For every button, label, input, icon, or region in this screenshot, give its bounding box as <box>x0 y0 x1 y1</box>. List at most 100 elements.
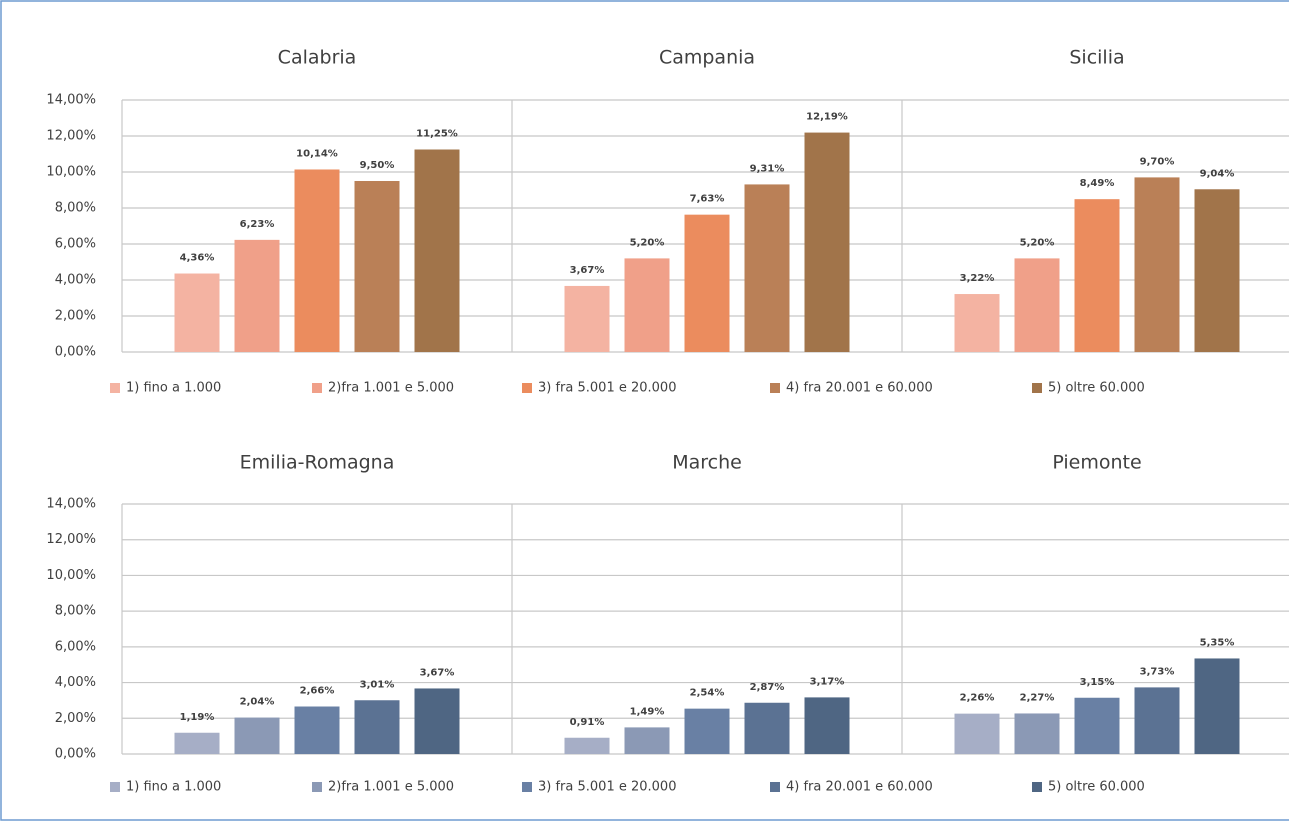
legend-label: 2)fra 1.001 e 5.000 <box>328 381 454 396</box>
legend-swatch <box>1032 782 1042 792</box>
y-tick-label: 12,00% <box>46 129 96 144</box>
y-tick-label: 10,00% <box>46 165 96 180</box>
value-label: 12,19% <box>806 112 848 123</box>
legend-swatch <box>522 782 532 792</box>
panel-title: Campania <box>659 47 755 69</box>
bar <box>954 294 1000 352</box>
y-tick-label: 8,00% <box>55 201 96 216</box>
value-label: 3,22% <box>960 273 995 284</box>
y-tick-label: 2,00% <box>55 711 96 726</box>
legend-label: 3) fra 5.001 e 20.000 <box>538 381 676 396</box>
legend-swatch <box>110 383 120 393</box>
bar <box>744 702 790 754</box>
bar <box>1074 199 1120 352</box>
y-tick-label: 14,00% <box>46 497 96 512</box>
legend-label: 2)fra 1.001 e 5.000 <box>328 780 454 795</box>
value-label: 1,19% <box>180 712 215 723</box>
value-label: 7,63% <box>690 194 725 205</box>
value-label: 2,26% <box>960 693 995 704</box>
y-tick-label: 8,00% <box>55 604 96 619</box>
bar <box>354 181 400 352</box>
y-tick-label: 4,00% <box>55 675 96 690</box>
y-tick-label: 6,00% <box>55 237 96 252</box>
panel-title: Sicilia <box>1069 47 1124 69</box>
value-label: 0,91% <box>570 717 605 728</box>
value-label: 5,20% <box>630 237 665 248</box>
panel-title: Emilia-Romagna <box>240 452 395 474</box>
bar <box>804 697 850 754</box>
legend-label: 4) fra 20.001 e 60.000 <box>786 381 933 396</box>
legend-label: 4) fra 20.001 e 60.000 <box>786 780 933 795</box>
legend-label: 5) oltre 60.000 <box>1048 381 1145 396</box>
y-tick-label: 6,00% <box>55 639 96 654</box>
bar <box>354 700 400 754</box>
y-tick-label: 14,00% <box>46 93 96 108</box>
legend-swatch <box>312 383 322 393</box>
value-label: 2,04% <box>240 697 275 708</box>
bar <box>564 737 610 754</box>
bar <box>1194 658 1240 754</box>
bar <box>624 258 670 352</box>
value-label: 6,23% <box>240 219 275 230</box>
value-label: 8,49% <box>1080 178 1115 189</box>
bar <box>624 727 670 754</box>
legend-swatch <box>522 383 532 393</box>
y-tick-label: 12,00% <box>46 532 96 547</box>
value-label: 3,67% <box>570 265 605 276</box>
value-label: 3,17% <box>810 676 845 687</box>
bar <box>1014 713 1060 754</box>
bar <box>1194 189 1240 352</box>
bar <box>954 713 1000 754</box>
bar <box>1134 177 1180 352</box>
legend-label: 5) oltre 60.000 <box>1048 780 1145 795</box>
bar <box>294 706 340 754</box>
legend-label: 1) fino a 1.000 <box>126 780 221 795</box>
value-label: 2,87% <box>750 682 785 693</box>
value-label: 9,50% <box>360 160 395 171</box>
panel-title: Piemonte <box>1052 452 1141 474</box>
bar <box>804 132 850 352</box>
legend-swatch <box>110 782 120 792</box>
value-label: 4,36% <box>180 253 215 264</box>
bar <box>294 169 340 352</box>
value-label: 3,67% <box>420 667 455 678</box>
value-label: 9,70% <box>1140 156 1175 167</box>
panel-title: Marche <box>672 452 742 474</box>
bar <box>234 239 280 352</box>
bar <box>1074 697 1120 754</box>
y-tick-label: 4,00% <box>55 273 96 288</box>
bar <box>414 688 460 754</box>
value-label: 9,04% <box>1200 168 1235 179</box>
legend-swatch <box>770 383 780 393</box>
value-label: 2,27% <box>1020 692 1055 703</box>
legend-swatch <box>1032 383 1042 393</box>
bar <box>1134 687 1180 754</box>
value-label: 9,31% <box>750 163 785 174</box>
value-label: 3,01% <box>360 679 395 690</box>
value-label: 10,14% <box>296 148 338 159</box>
bar <box>174 273 220 352</box>
legend-label: 3) fra 5.001 e 20.000 <box>538 780 676 795</box>
bar <box>684 708 730 754</box>
value-label: 3,73% <box>1140 666 1175 677</box>
legend-swatch <box>770 782 780 792</box>
bar <box>234 717 280 754</box>
value-label: 2,66% <box>300 686 335 697</box>
legend-swatch <box>312 782 322 792</box>
value-label: 2,54% <box>690 688 725 699</box>
y-tick-label: 2,00% <box>55 309 96 324</box>
value-label: 11,25% <box>416 129 458 140</box>
value-label: 5,35% <box>1200 637 1235 648</box>
y-tick-label: 10,00% <box>46 568 96 583</box>
panel-title: Calabria <box>278 47 357 69</box>
bar <box>744 184 790 352</box>
bar <box>414 149 460 352</box>
y-tick-label: 0,00% <box>55 345 96 360</box>
bar <box>684 214 730 352</box>
bar <box>1014 258 1060 352</box>
bar <box>174 732 220 754</box>
value-label: 1,49% <box>630 706 665 717</box>
y-tick-label: 0,00% <box>55 747 96 762</box>
